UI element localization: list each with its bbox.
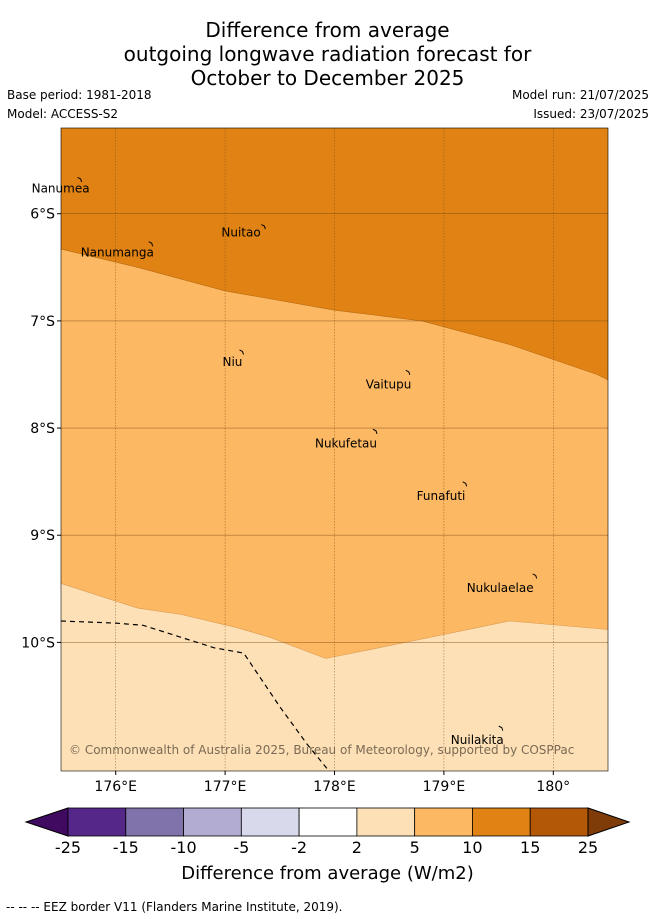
island-shape [372,428,378,434]
axis-ticks: 176°E 177°E 178°E 179°E 180° 6°S 7°S 8°S 9°S 10°S [21,207,570,795]
place-label: Funafuti [417,489,466,503]
lat-tick-label: 9°S [30,528,55,544]
colorbar-label: 25 [578,838,598,857]
lon-tick-label: 177°E [204,779,247,795]
island-shape [148,241,154,247]
band-10-to-15 [61,128,608,380]
island-shape [261,224,266,230]
lon-tick-label: 179°E [423,779,466,795]
colorbar-label: -15 [113,838,139,857]
contour-line [60,248,609,381]
forecast-map: Nanumea Nuitao Nanumanga Niu Vaitupu Nukufeta… [21,127,609,795]
colorbar: -25 -15 -10 -5 -2 2 5 10 15 25 [24,807,631,857]
base-period: Base period: 1981-2018 [7,88,152,102]
title-line-1: Difference from average [205,18,450,42]
colorbar-segment [472,807,531,837]
lat-tick-label: 6°S [30,207,55,223]
colorbar-label: -2 [291,838,307,857]
eez-border [60,620,330,772]
title-line-3: October to December 2025 [190,66,465,90]
lat-tick-label: 7°S [30,314,55,330]
colorbar-label: 2 [352,838,362,857]
issued-date: Issued: 23/07/2025 [533,107,649,121]
lon-tick-label: 178°E [313,779,356,795]
colorbar-extend-high [587,807,631,837]
colorbar-segment [125,807,184,837]
place-label: Vaitupu [366,377,412,391]
colorbar-label: 5 [410,838,420,857]
copyright-notice: © Commonwealth of Australia 2025, Bureau… [69,743,574,757]
map-graticule [61,128,608,771]
contour-line [60,583,609,659]
colorbar-segment [529,807,589,837]
island-shape [405,369,411,375]
colorbar-extend-low [24,807,69,837]
eez-legend-note: -- -- -- EEZ border V11 (Flanders Marine… [6,900,343,914]
lat-tick-label: 10°S [21,635,55,651]
colorbar-segment [67,807,127,837]
island-shape [498,725,504,731]
colorbar-label: -25 [55,838,81,857]
colorbar-label: -10 [170,838,196,857]
model-name: Model: ACCESS-S2 [7,107,119,121]
colorbar-label: 15 [520,838,540,857]
eez-border-line [60,620,330,772]
place-label: Nanumanga [81,246,154,260]
island-outlines [77,176,538,731]
colorbar-title: Difference from average (W/m2) [181,863,474,884]
place-label: Nuitao [221,226,260,240]
title-line-2: outgoing longwave radiation forecast for [123,42,532,66]
colorbar-label: 10 [462,838,482,857]
place-label: Nukufetau [315,436,377,450]
lon-tick-label: 176°E [94,779,137,795]
island-shape [462,481,468,487]
colorbar-segment [298,807,358,837]
colorbar-segment [183,807,242,837]
place-label: Nukulaelae [467,581,534,595]
island-shape [239,349,244,355]
colorbar-segment [356,807,416,837]
colorbar-label: -5 [233,838,249,857]
colorbar-segment [240,807,300,837]
lat-tick-label: 8°S [30,421,55,437]
place-labels: Nanumea Nuitao Nanumanga Niu Vaitupu Nukufeta… [32,181,534,747]
island-shape [77,176,83,183]
model-run: Model run: 21/07/2025 [511,88,649,102]
island-shape [532,573,538,579]
lon-tick-label: 180° [536,779,570,795]
colorbar-segment [414,807,473,837]
place-label: Nanumea [32,181,90,195]
place-label: Niu [223,355,243,369]
place-label: Nuilakita [451,733,504,747]
